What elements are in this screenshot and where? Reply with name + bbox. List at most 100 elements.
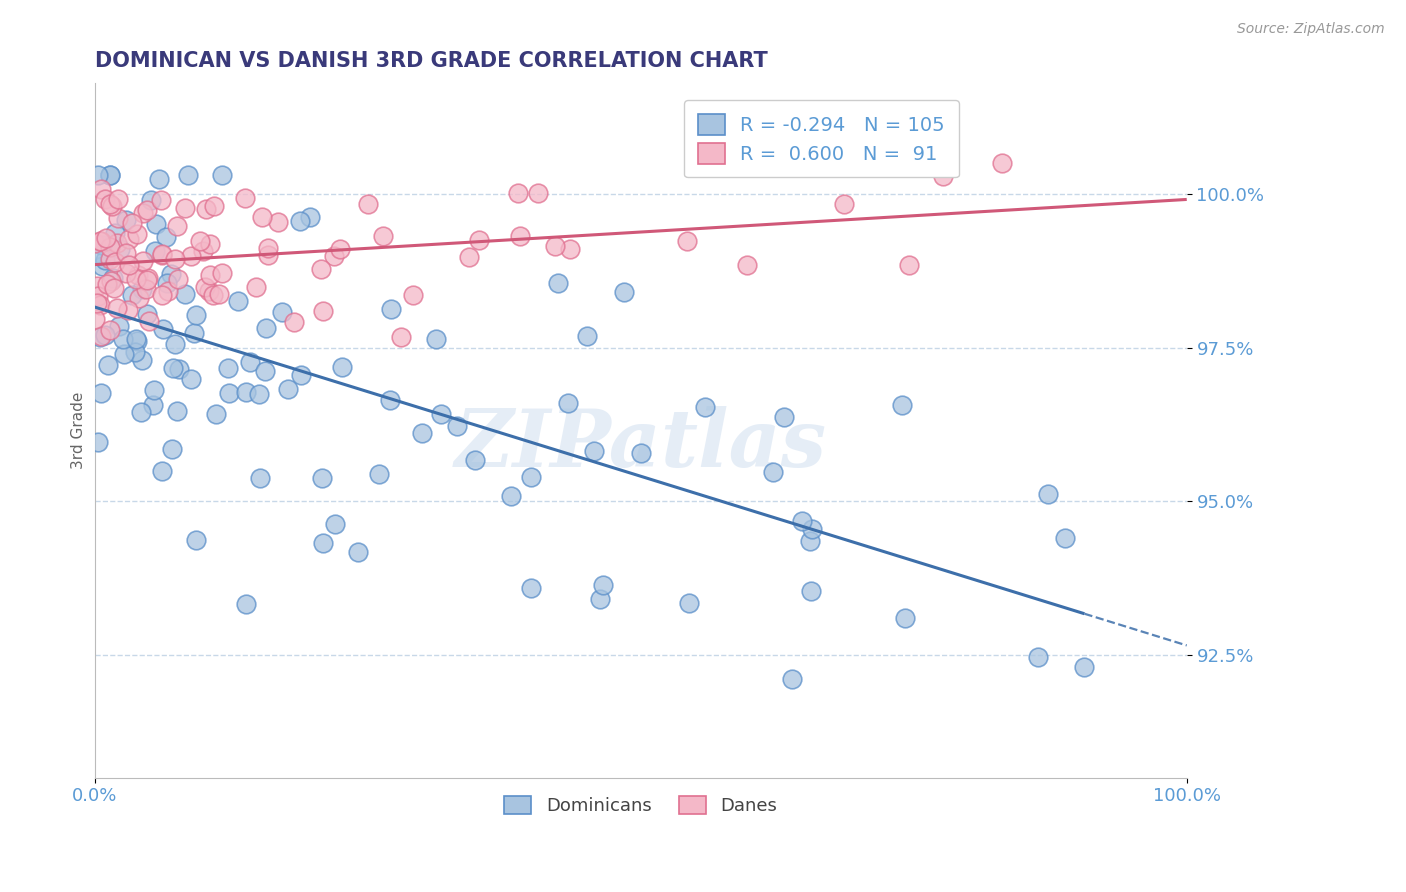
Point — [329, 242, 352, 256]
Point — [98, 169, 121, 183]
Point — [156, 284, 179, 298]
Point — [191, 244, 214, 258]
Point — [235, 384, 257, 399]
Point — [104, 255, 127, 269]
Point — [509, 228, 531, 243]
Point — [84, 235, 107, 250]
Point — [90, 329, 112, 343]
Point — [89, 298, 111, 312]
Point — [589, 591, 612, 606]
Point — [136, 307, 159, 321]
Point — [226, 293, 249, 308]
Point — [368, 467, 391, 482]
Point — [103, 280, 125, 294]
Point — [125, 227, 148, 241]
Point — [499, 490, 522, 504]
Point — [520, 469, 543, 483]
Point — [131, 353, 153, 368]
Point — [160, 268, 183, 282]
Point — [799, 534, 821, 549]
Point — [127, 268, 149, 282]
Point — [446, 419, 468, 434]
Point — [98, 197, 121, 211]
Point — [188, 234, 211, 248]
Point — [247, 386, 270, 401]
Point — [576, 328, 599, 343]
Point — [90, 182, 112, 196]
Point — [118, 258, 141, 272]
Point — [527, 186, 550, 200]
Point — [166, 403, 188, 417]
Point — [235, 597, 257, 611]
Point — [592, 578, 614, 592]
Y-axis label: 3rd Grade: 3rd Grade — [72, 392, 86, 469]
Point — [991, 156, 1014, 170]
Point — [312, 303, 335, 318]
Point — [94, 231, 117, 245]
Point — [162, 361, 184, 376]
Point — [87, 169, 110, 183]
Point — [675, 234, 697, 248]
Point — [148, 172, 170, 186]
Point — [208, 286, 231, 301]
Point — [773, 410, 796, 425]
Point — [832, 197, 855, 211]
Point — [105, 301, 128, 315]
Point — [94, 253, 117, 268]
Point — [184, 533, 207, 548]
Point — [401, 288, 423, 302]
Point — [101, 199, 124, 213]
Point — [309, 261, 332, 276]
Point — [330, 359, 353, 374]
Point — [180, 372, 202, 386]
Point — [464, 452, 486, 467]
Point — [105, 235, 128, 250]
Point — [299, 210, 322, 224]
Point — [544, 239, 567, 253]
Point — [193, 280, 215, 294]
Point — [145, 244, 167, 258]
Point — [323, 516, 346, 531]
Point — [98, 323, 121, 337]
Point — [204, 407, 226, 421]
Point — [557, 396, 579, 410]
Point — [150, 247, 173, 261]
Point — [131, 282, 153, 296]
Point — [114, 213, 136, 227]
Point — [118, 232, 141, 246]
Point — [547, 277, 569, 291]
Text: DOMINICAN VS DANISH 3RD GRADE CORRELATION CHART: DOMINICAN VS DANISH 3RD GRADE CORRELATIO… — [94, 51, 768, 70]
Text: ZIPatlas: ZIPatlas — [454, 406, 827, 483]
Point — [90, 234, 112, 248]
Point — [135, 282, 157, 296]
Point — [1053, 531, 1076, 545]
Point — [202, 199, 225, 213]
Point — [98, 169, 121, 183]
Point — [135, 273, 157, 287]
Point — [156, 276, 179, 290]
Point — [94, 192, 117, 206]
Point — [780, 672, 803, 686]
Point — [117, 303, 139, 318]
Point — [897, 258, 920, 272]
Point — [458, 250, 481, 264]
Point — [174, 287, 197, 301]
Point — [373, 228, 395, 243]
Point — [249, 470, 271, 484]
Point — [138, 314, 160, 328]
Point — [128, 291, 150, 305]
Point — [245, 280, 267, 294]
Point — [520, 581, 543, 595]
Point — [184, 308, 207, 322]
Point — [1036, 487, 1059, 501]
Point — [761, 465, 783, 479]
Point — [112, 347, 135, 361]
Point — [87, 434, 110, 449]
Point — [582, 443, 605, 458]
Point — [792, 514, 814, 528]
Point — [142, 383, 165, 397]
Point — [198, 268, 221, 282]
Point — [103, 226, 125, 240]
Point — [194, 202, 217, 216]
Point — [201, 287, 224, 301]
